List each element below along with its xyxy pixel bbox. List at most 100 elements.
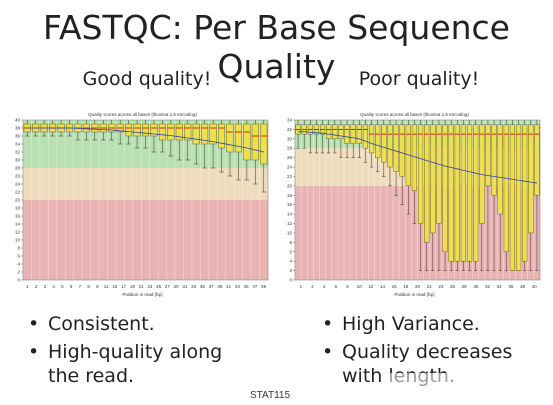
y-tick-label: 22	[15, 190, 21, 195]
x-tick-label: 38	[520, 284, 526, 289]
x-tick-label: 40	[532, 284, 538, 289]
x-tick-label: 35	[200, 284, 206, 289]
x-tick-label: 26	[450, 284, 456, 289]
x-tick-label: 11	[104, 284, 109, 289]
iqr-box	[393, 124, 399, 172]
iqr-box	[534, 124, 540, 196]
iqr-box	[167, 123, 175, 141]
iqr-box	[436, 124, 442, 224]
x-tick-label: 37	[209, 284, 215, 289]
x-tick-label: 1	[300, 284, 303, 289]
iqr-box	[497, 124, 503, 215]
y-tick-label: 6	[17, 254, 20, 259]
x-tick-label: 45	[244, 284, 250, 289]
iqr-box	[466, 124, 473, 262]
x-tick-label: 49	[261, 284, 267, 289]
quality-zone	[23, 200, 268, 280]
iqr-box	[350, 124, 356, 144]
y-tick-label: 32	[15, 150, 21, 155]
y-tick-label: 28	[287, 146, 293, 151]
iqr-box	[243, 123, 251, 161]
iqr-box	[362, 124, 369, 149]
iqr-box	[430, 124, 436, 234]
iqr-box	[460, 124, 467, 262]
y-tick-label: 2	[17, 270, 20, 275]
iqr-box	[387, 124, 393, 168]
iqr-box	[491, 124, 497, 196]
iqr-box	[473, 124, 479, 262]
iqr-box	[515, 124, 522, 271]
iqr-box	[150, 123, 158, 137]
y-tick-label: 8	[289, 240, 292, 245]
iqr-box	[424, 124, 430, 243]
x-tick-label: 43	[235, 284, 241, 289]
x-tick-label: 19	[130, 284, 136, 289]
x-tick-label: 4	[323, 284, 326, 289]
iqr-box	[133, 123, 141, 137]
y-tick-label: 30	[287, 136, 293, 141]
iqr-box	[399, 124, 405, 177]
y-tick-label: 10	[15, 238, 21, 243]
bullet-item: Consistent.	[28, 312, 258, 336]
y-tick-label: 14	[287, 212, 293, 217]
x-tick-label: 29	[174, 284, 180, 289]
x-tick-label: 12	[368, 284, 374, 289]
y-tick-label: 12	[287, 221, 293, 226]
mean-line	[298, 131, 538, 184]
y-tick-label: 22	[287, 174, 293, 179]
y-tick-label: 30	[15, 158, 21, 163]
watermark-overlay	[390, 373, 480, 393]
iqr-box	[260, 123, 268, 165]
x-tick-label: 2	[311, 284, 314, 289]
good-quality-heading: Good quality!	[82, 68, 212, 90]
y-tick-label: 38	[15, 126, 21, 131]
iqr-box	[381, 124, 387, 163]
x-tick-label: 21	[139, 284, 145, 289]
y-tick-label: 0	[289, 278, 292, 283]
iqr-box	[485, 124, 491, 187]
y-tick-label: 32	[287, 127, 293, 132]
x-tick-label: 8	[87, 284, 90, 289]
x-tick-label: 47	[252, 284, 258, 289]
iqr-box	[332, 124, 338, 140]
y-tick-label: 34	[287, 118, 293, 123]
plot-frame	[294, 119, 541, 281]
x-tick-label: 14	[380, 284, 386, 289]
slide-title: FASTQC: Per Base Sequence Quality	[43, 8, 510, 86]
x-tick-label: 10	[357, 284, 363, 289]
iqr-box	[411, 124, 418, 191]
iqr-box	[192, 123, 200, 145]
iqr-box	[368, 124, 375, 154]
iqr-box	[338, 124, 344, 140]
iqr-box	[509, 124, 516, 271]
iqr-box	[448, 124, 454, 262]
y-tick-label: 18	[15, 206, 21, 211]
x-tick-label: 22	[427, 284, 433, 289]
x-axis-label: Position in read (bp)	[122, 292, 163, 297]
x-tick-label: 7	[79, 284, 82, 289]
x-tick-label: 18	[403, 284, 409, 289]
iqr-box	[209, 123, 217, 145]
y-tick-label: 36	[15, 134, 21, 139]
y-tick-label: 40	[15, 118, 21, 123]
y-tick-label: 4	[17, 262, 20, 267]
bullet-item: High-quality along the read.	[28, 340, 258, 388]
footer-label: STAT115	[250, 390, 291, 401]
y-tick-label: 18	[287, 193, 293, 198]
x-axis-label: Position in read (bp)	[394, 292, 435, 297]
x-tick-label: 36	[508, 284, 514, 289]
x-tick-label: 27	[165, 284, 171, 289]
good-quality-bullets: Consistent. High-quality along the read.	[28, 312, 258, 392]
iqr-box	[522, 124, 528, 262]
x-tick-label: 9	[96, 284, 99, 289]
x-tick-label: 2	[35, 284, 38, 289]
quality-zone	[23, 168, 268, 200]
chart-title: Quality scores across all bases (Illumin…	[360, 112, 469, 117]
iqr-box	[326, 124, 332, 140]
iqr-box	[175, 123, 183, 141]
iqr-box	[218, 123, 226, 149]
bullet-item: High Variance.	[322, 312, 547, 336]
y-tick-label: 24	[15, 182, 21, 187]
x-tick-label: 3	[44, 284, 47, 289]
x-tick-label: 16	[392, 284, 398, 289]
